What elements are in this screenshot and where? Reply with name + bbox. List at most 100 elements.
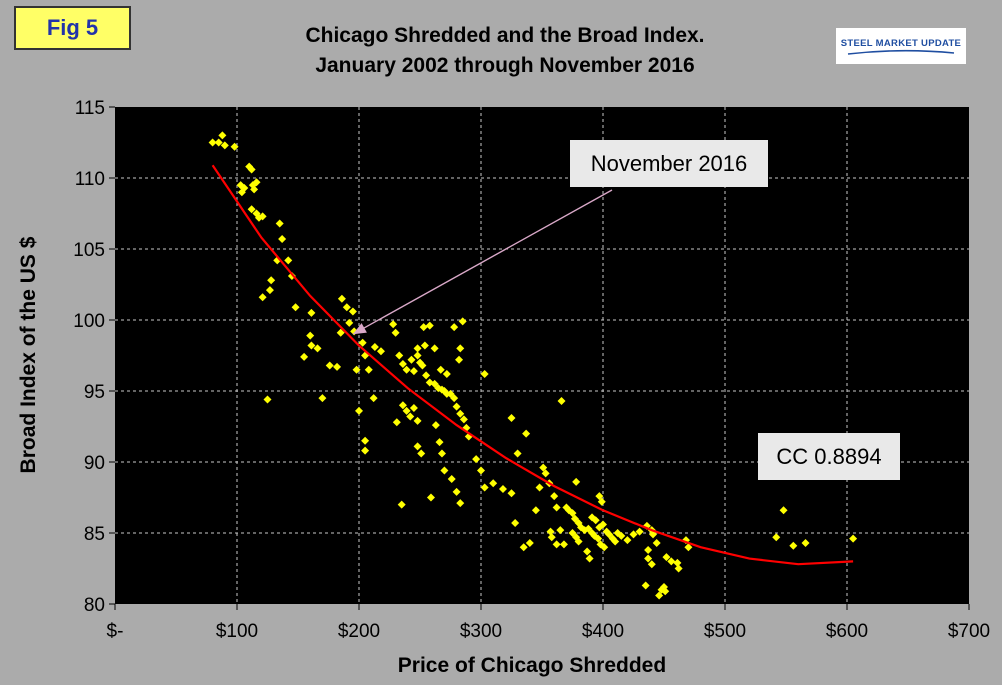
data-point: [547, 533, 556, 542]
data-point: [599, 520, 607, 529]
data-point: [611, 537, 620, 546]
annotation-correlation: CC 0.8894: [758, 433, 900, 480]
data-point: [275, 219, 284, 228]
x-axis-label: Price of Chicago Shredded: [398, 654, 666, 677]
data-point: [507, 489, 516, 498]
data-point: [452, 487, 461, 496]
data-point: [318, 394, 327, 403]
y-tick-label: 80: [84, 595, 105, 616]
data-point: [662, 553, 671, 562]
data-point: [291, 303, 300, 312]
data-point: [531, 506, 540, 515]
data-point: [456, 409, 465, 418]
data-point: [413, 442, 422, 451]
data-point: [647, 560, 656, 569]
y-tick-label: 90: [84, 453, 105, 474]
data-point: [361, 436, 370, 445]
data-point: [364, 365, 373, 374]
data-point: [417, 449, 426, 458]
data-point: [370, 342, 379, 351]
data-point: [406, 412, 415, 421]
data-point: [407, 355, 416, 364]
data-point: [477, 466, 485, 475]
data-point: [480, 483, 489, 492]
data-point: [644, 554, 653, 563]
data-point: [522, 429, 531, 438]
data-point: [635, 527, 644, 536]
data-point: [498, 484, 507, 493]
annotation-november-2016: November 2016: [570, 140, 768, 187]
data-point: [278, 235, 287, 244]
data-point: [617, 531, 626, 540]
data-point: [572, 477, 581, 486]
y-tick-label: 115: [75, 98, 105, 119]
data-point: [623, 536, 632, 545]
data-point: [550, 492, 559, 501]
x-tick-label: $-: [107, 621, 124, 642]
chart-title: Chicago Shredded and the Broad Index.: [305, 24, 704, 47]
data-point: [398, 360, 407, 369]
x-tick-label: $100: [216, 621, 258, 642]
data-point: [240, 183, 249, 192]
data-point: [585, 554, 594, 563]
data-point: [525, 538, 534, 547]
data-point: [539, 463, 548, 472]
x-tick-label: $200: [338, 621, 380, 642]
data-point: [389, 320, 398, 329]
data-point: [801, 538, 810, 547]
data-point: [307, 341, 316, 350]
data-point: [307, 308, 316, 317]
data-point: [513, 449, 522, 458]
annotation-box: [570, 140, 768, 187]
data-point: [284, 256, 293, 265]
data-point: [456, 344, 465, 353]
data-point: [772, 533, 781, 542]
data-point: [673, 558, 682, 567]
x-tick-label: $400: [582, 621, 624, 642]
data-point: [557, 396, 566, 405]
data-point: [597, 497, 606, 506]
data-point: [459, 415, 468, 424]
data-point: [435, 438, 444, 447]
data-point: [546, 527, 555, 536]
data-point: [252, 209, 261, 218]
x-axis-ticks: $- $100 $200 $300 $400 $500 $600 $700: [107, 604, 990, 642]
data-point: [214, 138, 223, 147]
data-point: [655, 591, 664, 600]
y-tick-label: 95: [84, 382, 105, 403]
x-tick-label: $300: [460, 621, 502, 642]
logo-text: STEEL MARKET UPDATE: [840, 37, 962, 49]
data-point: [361, 446, 370, 455]
trendline: [211, 164, 854, 566]
data-point: [564, 506, 573, 515]
data-point: [684, 543, 693, 552]
data-point: [458, 317, 467, 326]
data-point: [552, 540, 561, 549]
data-point: [258, 293, 267, 302]
data-point: [208, 138, 217, 147]
data-point: [395, 351, 404, 360]
data-point: [849, 534, 858, 543]
data-point: [252, 178, 261, 187]
data-point: [325, 361, 334, 370]
data-point: [300, 352, 309, 361]
y-tick-label: 110: [75, 169, 105, 190]
data-point: [258, 212, 267, 221]
data-point: [641, 581, 650, 590]
data-point: [661, 587, 670, 596]
data-point: [552, 503, 561, 512]
data-point: [674, 564, 683, 573]
data-point: [306, 331, 315, 340]
data-point: [413, 344, 422, 353]
data-point: [452, 402, 461, 411]
data-point: [409, 367, 418, 376]
data-point: [342, 303, 351, 312]
data-point: [652, 538, 661, 547]
data-point: [336, 328, 345, 337]
data-point: [667, 557, 676, 566]
data-point: [392, 418, 401, 427]
data-point: [398, 401, 407, 410]
annotation-correlation-text: CC 0.8894: [776, 444, 881, 469]
data-point: [402, 406, 411, 415]
